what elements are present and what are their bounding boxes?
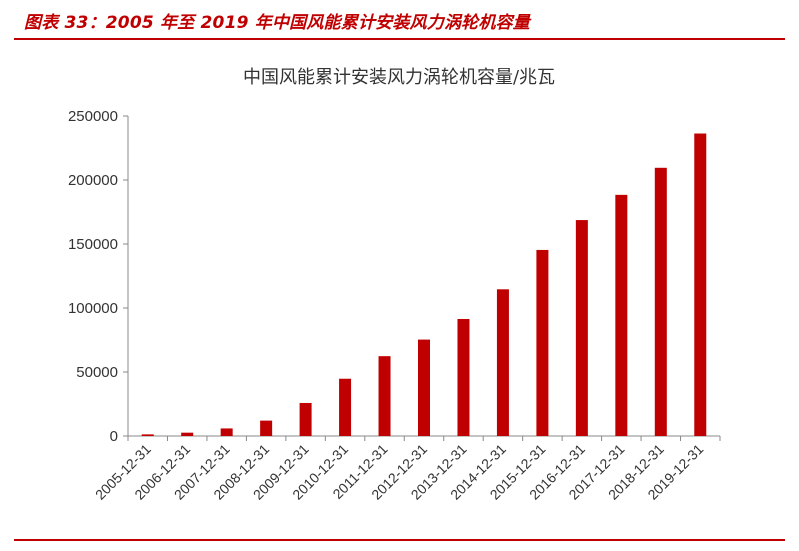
bar-2010-12-31 <box>339 378 352 436</box>
y-tick-label: 100000 <box>68 300 118 317</box>
y-tick-label: 250000 <box>68 108 118 125</box>
y-tick-label: 0 <box>110 428 118 445</box>
figure-caption: 图表 33：2005 年至 2019 年中国风能累计安装风力涡轮机容量 <box>24 13 530 33</box>
bar-2012-12-31 <box>418 339 430 436</box>
bar-2008-12-31 <box>260 420 273 436</box>
footer-divider <box>14 539 785 541</box>
caption-divider <box>14 38 785 40</box>
y-tick-label: 150000 <box>68 236 118 253</box>
bars <box>141 133 707 436</box>
y-tick-label: 50000 <box>76 364 118 381</box>
y-axis: 0 50000 100000 150000 200000 250000 <box>68 108 129 445</box>
bar-2019-12-31 <box>694 133 707 436</box>
bar-2014-12-31 <box>496 289 509 436</box>
bar-2017-12-31 <box>615 194 628 436</box>
bar-2015-12-31 <box>536 249 549 436</box>
y-tick-label: 200000 <box>68 172 118 189</box>
bar-2009-12-31 <box>299 402 312 436</box>
chart-title: 中国风能累计安装风力涡轮机容量/兆瓦 <box>243 67 555 88</box>
bar-2006-12-31 <box>181 432 194 436</box>
bar-2013-12-31 <box>457 318 470 436</box>
bar-2011-12-31 <box>378 356 391 436</box>
bar-2018-12-31 <box>654 167 667 436</box>
x-axis: 2005-12-312006-12-312007-12-312008-12-31… <box>92 435 721 503</box>
bar-2016-12-31 <box>575 220 588 436</box>
bar-2007-12-31 <box>220 428 233 436</box>
bar-2005-12-31 <box>141 434 154 436</box>
